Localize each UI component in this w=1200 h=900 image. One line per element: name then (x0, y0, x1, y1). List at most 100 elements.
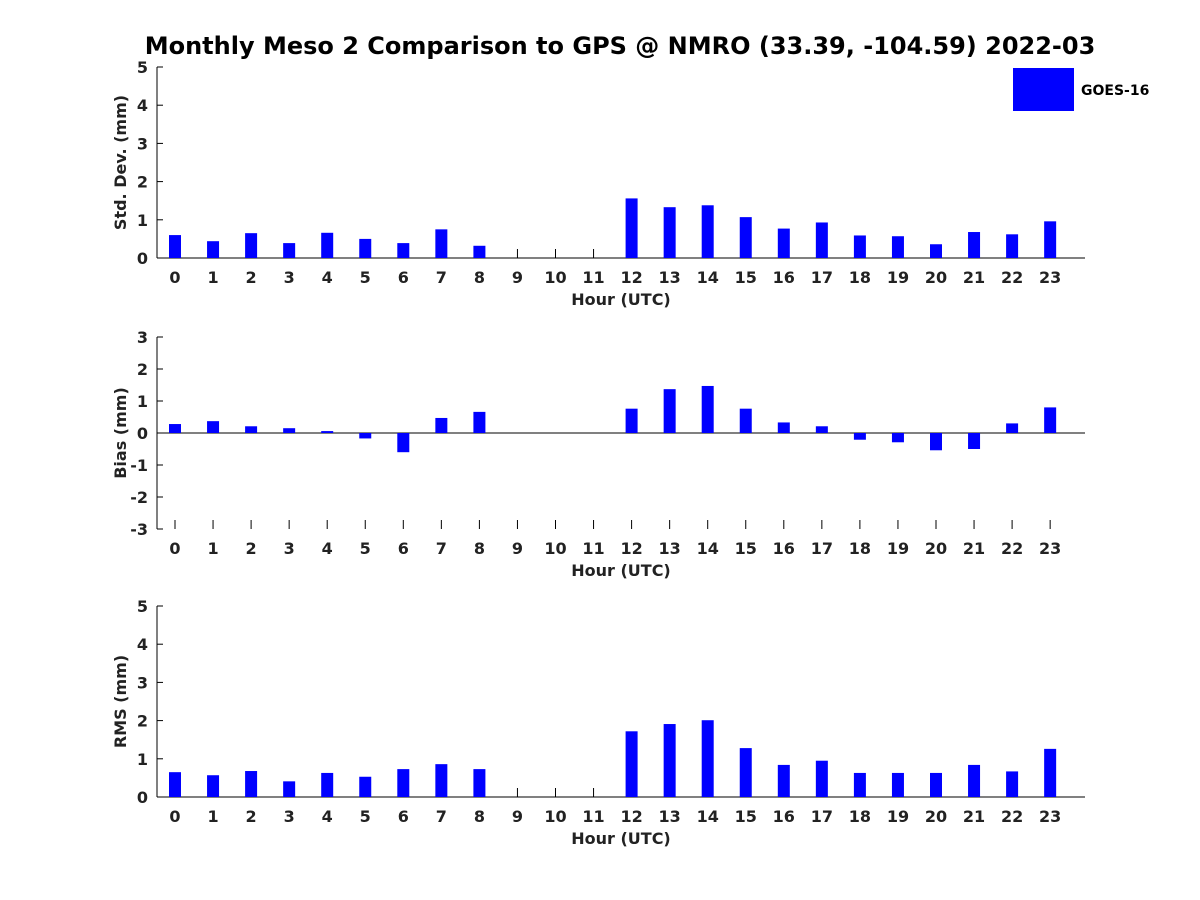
x-tick-label: 14 (697, 539, 719, 558)
y-tick-label: -1 (130, 456, 148, 475)
y-tick-label: 4 (137, 96, 148, 115)
x-tick-label: 5 (360, 539, 371, 558)
x-tick-label: 8 (474, 539, 485, 558)
bar-std-hour-3 (283, 243, 296, 258)
y-tick-label: 5 (137, 58, 148, 77)
x-tick-label: 2 (246, 539, 257, 558)
x-tick-label: 18 (849, 807, 871, 826)
bar-bias-hour-22 (1006, 423, 1019, 433)
bar-std-hour-6 (397, 243, 410, 258)
bar-rms-hour-1 (207, 775, 220, 797)
x-tick-label: 23 (1039, 539, 1061, 558)
bar-rms-hour-18 (853, 772, 866, 797)
x-tick-label: 21 (963, 539, 985, 558)
x-tick-label: 12 (620, 539, 642, 558)
bar-bias-hour-7 (435, 417, 448, 433)
x-axis-label: Hour (UTC) (571, 561, 671, 580)
bar-bias-hour-14 (701, 385, 714, 433)
x-tick-label: 10 (544, 807, 566, 826)
x-tick-label: 18 (849, 268, 871, 287)
x-tick-label: 13 (659, 539, 681, 558)
bar-rms-hour-21 (968, 764, 981, 797)
x-tick-label: 11 (582, 807, 604, 826)
x-tick-label: 23 (1039, 268, 1061, 287)
bar-rms-hour-22 (1006, 771, 1019, 797)
bar-rms-hour-20 (930, 772, 942, 797)
y-tick-label: 3 (137, 328, 148, 347)
bar-rms-hour-19 (891, 772, 904, 797)
bar-bias-hour-4 (321, 431, 334, 433)
y-tick-label: 2 (137, 712, 148, 731)
x-tick-label: 11 (582, 268, 604, 287)
x-tick-label: 8 (474, 268, 485, 287)
x-tick-label: 21 (963, 268, 985, 287)
bar-rms-hour-0 (169, 772, 181, 797)
x-tick-label: 6 (398, 539, 409, 558)
x-tick-label: 15 (735, 807, 757, 826)
bar-std-hour-18 (853, 235, 866, 258)
y-tick-label: 0 (137, 788, 148, 807)
x-tick-label: 16 (773, 807, 795, 826)
bar-std-hour-4 (321, 232, 334, 258)
y-tick-label: -3 (130, 520, 148, 539)
x-tick-label: 1 (207, 539, 218, 558)
bar-std-hour-2 (245, 233, 258, 258)
y-axis-label: Std. Dev. (mm) (111, 95, 130, 230)
bar-std-hour-0 (169, 235, 181, 258)
bar-rms-hour-15 (739, 748, 752, 797)
x-tick-label: 20 (925, 807, 947, 826)
bar-std-hour-16 (777, 228, 790, 258)
x-tick-label: 20 (925, 539, 947, 558)
bar-bias-hour-15 (739, 408, 752, 433)
x-tick-label: 1 (207, 807, 218, 826)
x-tick-label: 4 (322, 539, 333, 558)
x-tick-label: 16 (773, 268, 795, 287)
bar-bias-hour-3 (283, 428, 296, 433)
x-tick-label: 16 (773, 539, 795, 558)
bar-std-hour-8 (473, 245, 486, 258)
x-tick-label: 15 (735, 268, 757, 287)
bar-rms-hour-8 (473, 769, 486, 797)
bar-bias-hour-2 (245, 426, 258, 433)
x-tick-label: 21 (963, 807, 985, 826)
y-tick-label: 1 (137, 750, 148, 769)
bar-bias-hour-12 (625, 408, 638, 433)
bar-std-hour-13 (663, 207, 676, 258)
bar-rms-hour-16 (777, 764, 790, 797)
y-tick-label: 2 (137, 360, 148, 379)
y-tick-label: 1 (137, 211, 148, 230)
bar-std-hour-14 (701, 205, 714, 258)
x-tick-label: 1 (207, 268, 218, 287)
bar-std-hour-12 (625, 198, 638, 258)
x-tick-label: 23 (1039, 807, 1061, 826)
bar-std-hour-1 (207, 241, 220, 258)
bar-std-hour-20 (930, 244, 942, 258)
x-tick-label: 12 (620, 268, 642, 287)
bar-rms-hour-3 (283, 781, 296, 797)
x-axis-label: Hour (UTC) (571, 290, 671, 309)
x-tick-label: 13 (659, 268, 681, 287)
bar-rms-hour-23 (1044, 748, 1057, 797)
bar-rms-hour-13 (663, 724, 676, 797)
x-tick-label: 7 (436, 539, 447, 558)
x-tick-label: 22 (1001, 268, 1023, 287)
x-tick-label: 15 (735, 539, 757, 558)
x-tick-label: 17 (811, 807, 833, 826)
y-tick-label: 0 (137, 249, 148, 268)
bar-std-hour-23 (1044, 221, 1057, 258)
x-tick-label: 5 (360, 268, 371, 287)
x-tick-label: 8 (474, 807, 485, 826)
x-tick-label: 22 (1001, 807, 1023, 826)
y-tick-label: 0 (137, 424, 148, 443)
bar-std-hour-15 (739, 217, 752, 258)
y-tick-label: 2 (137, 173, 148, 192)
bar-rms-hour-4 (321, 772, 334, 797)
x-tick-label: 9 (512, 807, 523, 826)
x-tick-label: 2 (246, 807, 257, 826)
bar-std-hour-7 (435, 229, 448, 258)
x-tick-label: 14 (697, 268, 719, 287)
chart-title: Monthly Meso 2 Comparison to GPS @ NMRO … (145, 32, 1096, 60)
bar-bias-hour-18 (853, 433, 866, 440)
y-axis-label: Bias (mm) (111, 387, 130, 479)
